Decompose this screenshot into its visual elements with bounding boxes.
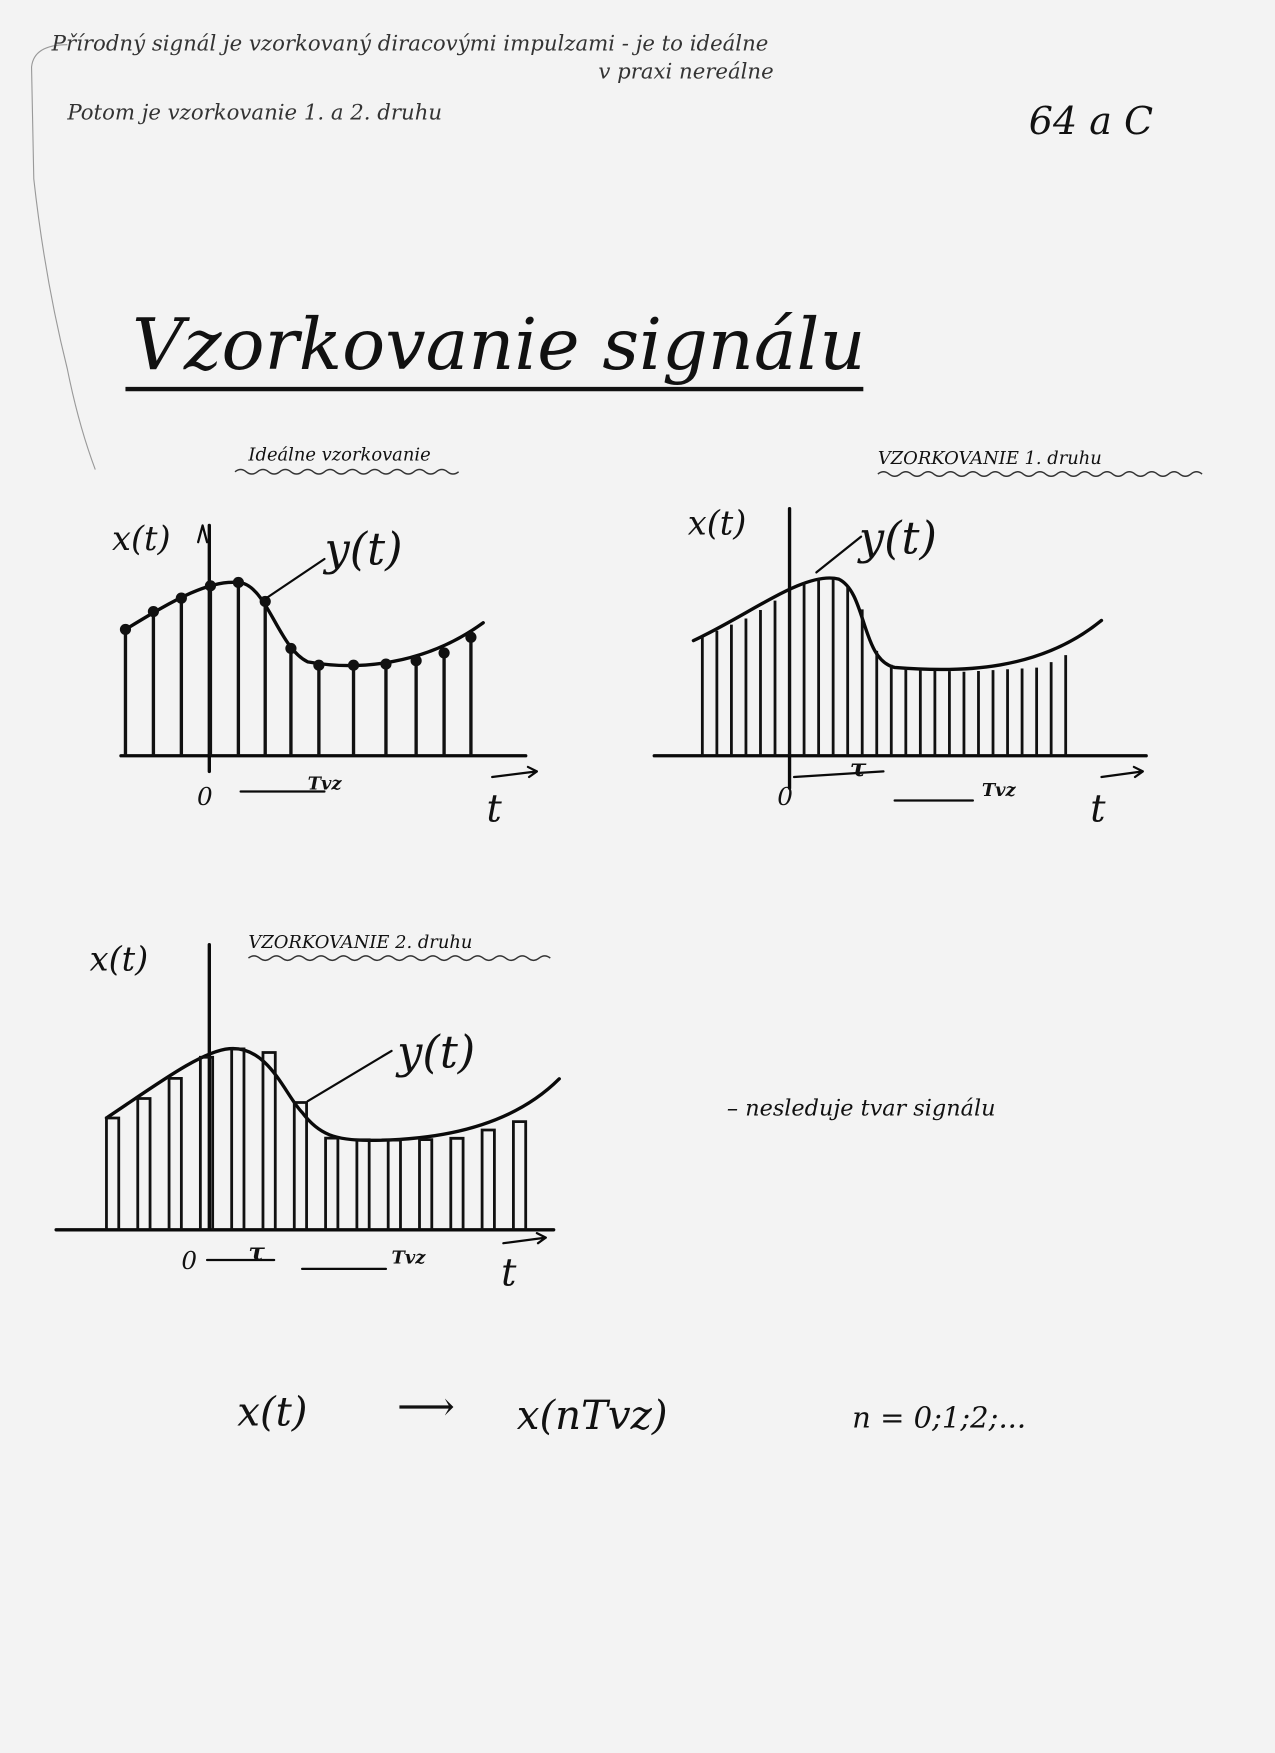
graph-sampling-type-2: VZORKOVANIE 2. druhu x(t) y(t) 0 τ Tvz t… bbox=[54, 932, 996, 1295]
x-axis-label: t bbox=[501, 1251, 517, 1295]
signal-curve bbox=[691, 576, 1104, 672]
formula-left: x(t) bbox=[237, 1389, 307, 1435]
flat-top-pulse bbox=[167, 1076, 183, 1230]
note-line-1: Přírodný signál je vzorkovaný diracovými… bbox=[51, 31, 769, 56]
sample-dot bbox=[313, 659, 325, 671]
signal-curve bbox=[123, 580, 485, 668]
graph-heading: Ideálne vzorkovanie bbox=[247, 445, 430, 466]
curve-pointer bbox=[265, 557, 326, 600]
period-label: Tvz bbox=[982, 780, 1017, 801]
flat-top-pulse bbox=[292, 1101, 308, 1230]
flat-top-pulse bbox=[386, 1138, 402, 1230]
sample-dot bbox=[204, 580, 217, 592]
period-label: Tvz bbox=[392, 1247, 427, 1268]
sample-dot bbox=[380, 658, 392, 670]
graph-sampling-type-1: VZORKOVANIE 1. druhu x(t) y(t) 0 τ Tvz t bbox=[652, 448, 1203, 831]
curve-label: y(t) bbox=[857, 511, 937, 564]
t-arrow-icon bbox=[1100, 765, 1144, 779]
signal-curve bbox=[104, 1046, 561, 1143]
page-number: 64 a C bbox=[1029, 99, 1153, 143]
axis-arrow-icon bbox=[197, 524, 209, 544]
flat-top-pulse bbox=[230, 1047, 246, 1230]
heading-underline bbox=[234, 468, 460, 475]
sample-dot bbox=[465, 631, 477, 643]
flat-top-pulse bbox=[136, 1097, 152, 1230]
sample-dot bbox=[410, 655, 422, 667]
curve-pointer bbox=[306, 1049, 393, 1103]
sample-dot bbox=[438, 647, 450, 659]
n-values: n = 0;1;2;... bbox=[852, 1401, 1026, 1435]
x-axis-label: t bbox=[1090, 787, 1106, 831]
curve-label: y(t) bbox=[322, 523, 402, 576]
formula-arrow: ⟶ bbox=[397, 1384, 455, 1430]
graph-heading: VZORKOVANIE 1. druhu bbox=[878, 448, 1102, 469]
sampling-formula: x(t) ⟶ x(nTvz) n = 0;1;2;... bbox=[237, 1384, 1026, 1439]
sample-dot bbox=[347, 659, 360, 671]
graph-heading: VZORKOVANIE 2. druhu bbox=[248, 932, 472, 953]
flat-top-pulse bbox=[355, 1138, 371, 1230]
y-axis-label: x(t) bbox=[112, 519, 171, 558]
graph-ideal-sampling: Ideálne vzorkovanie x(t) y(t) 0 Tvz t bbox=[112, 445, 538, 831]
flat-top-pulse bbox=[480, 1128, 496, 1230]
flat-top-pulse bbox=[418, 1138, 434, 1230]
sample-dot bbox=[259, 595, 271, 608]
x-axis-label: t bbox=[487, 787, 503, 831]
t-arrow-icon bbox=[491, 765, 538, 779]
flat-top-pulse bbox=[198, 1055, 215, 1230]
t-arrow-icon bbox=[502, 1232, 547, 1245]
pulse-arrow bbox=[792, 770, 885, 779]
side-note: – nesleduje tvar signálu bbox=[727, 1096, 996, 1122]
flat-top-pulse bbox=[105, 1116, 121, 1230]
note-line-1b: v praxi nereálne bbox=[598, 59, 773, 84]
curve-pointer bbox=[815, 535, 863, 574]
flat-top-pulse bbox=[261, 1051, 277, 1230]
flat-top-pulse bbox=[512, 1120, 528, 1230]
flat-top-pulse bbox=[449, 1136, 465, 1230]
sample-dot bbox=[175, 592, 187, 604]
origin-label: 0 bbox=[777, 782, 793, 811]
origin-label: 0 bbox=[197, 782, 213, 811]
origin-label: 0 bbox=[181, 1246, 197, 1275]
heading-underline bbox=[247, 955, 551, 962]
sample-dot bbox=[119, 623, 132, 636]
heading-underline bbox=[877, 471, 1203, 477]
pulse-label: τ bbox=[248, 1237, 265, 1266]
sample-dot bbox=[147, 605, 160, 618]
period-label: Tvz bbox=[308, 773, 343, 794]
y-axis-label: x(t) bbox=[688, 503, 747, 542]
curve-label: y(t) bbox=[395, 1026, 475, 1079]
margin-bracket bbox=[30, 44, 96, 470]
sample-dot bbox=[285, 642, 297, 655]
y-axis-label: x(t) bbox=[90, 939, 149, 978]
pulse-label: τ bbox=[850, 753, 867, 782]
flat-top-pulse bbox=[324, 1136, 340, 1230]
note-line-2: Potom je vzorkovanie 1. a 2. druhu bbox=[66, 101, 442, 126]
formula-right: x(nTvz) bbox=[517, 1393, 668, 1439]
sample-dot bbox=[232, 576, 244, 589]
page-title: Vzorkovanie signálu bbox=[132, 303, 865, 386]
